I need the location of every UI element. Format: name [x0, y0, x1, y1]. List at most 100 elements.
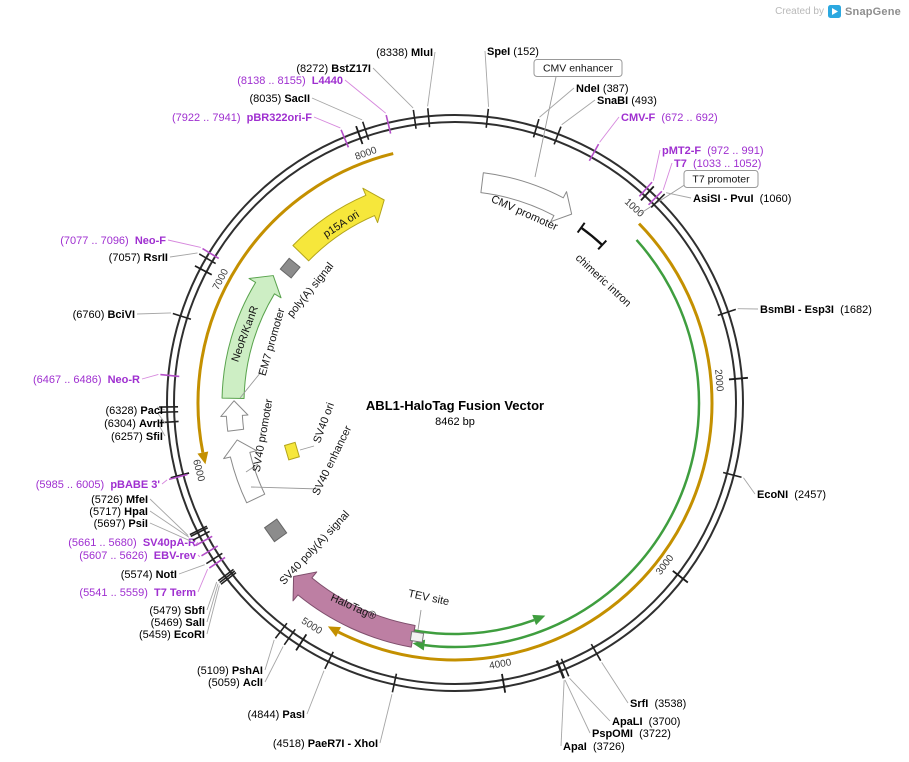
site-label-srfi: SrfI (3538) [630, 698, 686, 710]
site-tick-paer7i-xhoi [391, 673, 398, 693]
halotag-arrow [292, 571, 416, 648]
right-orange-arc-arrowhead [327, 626, 341, 637]
position-tick [194, 265, 213, 276]
site-callout-mlui [427, 51, 436, 107]
site-tick-avrii [159, 410, 179, 414]
chimeric-intron-endcap [597, 239, 608, 251]
site-tick-econi [722, 471, 742, 479]
site-tick-spei [485, 108, 490, 128]
site-callout-apali [569, 677, 611, 722]
neor-kanr-arrow [221, 275, 282, 400]
primer-tick-neo-f [202, 247, 220, 260]
position-tick [728, 376, 748, 381]
primer-tick-neo-r [160, 373, 180, 378]
site-label-mfei: (5726) MfeI [91, 494, 148, 506]
site-tick-sfii [159, 420, 179, 424]
site-callout-ndei [539, 87, 575, 118]
sv40-promoter-pointer [245, 463, 259, 473]
site-tick-sacii [361, 121, 370, 141]
site-tick-asisi-pvui [650, 193, 666, 209]
site-callout-mfei [149, 498, 189, 536]
site-tick-bstz17i [412, 109, 417, 129]
site-tick-sali [219, 570, 236, 584]
t7-promoter-box [683, 170, 759, 188]
site-callout-sfii [157, 422, 166, 437]
polya-signal-box [279, 257, 301, 279]
site-callout-snabi [561, 99, 596, 126]
site-label-pasi: (4844) PasI [248, 709, 306, 721]
site-callout-pspomi [564, 679, 591, 734]
site-label-asisi-pvui: AsiSI - PvuI (1060) [693, 193, 791, 205]
chimeric-intron-line [580, 226, 604, 246]
right-orange-arc [337, 222, 714, 662]
position-tick [640, 185, 655, 201]
primer-tick-t7 [647, 190, 663, 206]
credit-brand: SnapGene [844, 5, 901, 18]
site-callout-psii [149, 522, 192, 542]
site-label-apali: ApaLI (3700) [612, 716, 680, 728]
primer-label-ebv-rev: (5607 .. 5626) EBV-rev [79, 550, 197, 562]
position-tick-label: 3000 [654, 553, 677, 578]
position-tick [355, 125, 364, 145]
position-tick [501, 673, 507, 693]
site-tick-psii [192, 530, 210, 541]
site-tick-ndei [532, 118, 540, 138]
primer-label-neo-f: (7077 .. 7096) Neo-F [60, 235, 166, 247]
em7-pointer [239, 371, 262, 399]
tev-site-box [409, 630, 425, 643]
site-label-spei: SpeI (152) [487, 46, 539, 58]
site-callout-sbfi [206, 581, 218, 611]
left-orange-arc [196, 152, 394, 453]
site-callout-bstz17i [372, 67, 414, 109]
snapgene-logo-icon [827, 5, 841, 18]
site-label-acli: (5059) AclI [208, 677, 263, 689]
t7-promoter-label: T7 promoter [692, 174, 750, 186]
position-tick-label: 5000 [299, 616, 324, 638]
primer-callout-pbr322ori-f [313, 116, 341, 129]
site-callout-asisi-pvui [665, 192, 692, 199]
site-callout-acli [264, 646, 284, 683]
primer-callout-neo-r [141, 373, 159, 380]
site-tick-bsmbi-esp3i [717, 308, 737, 317]
sv40-polya-box [263, 518, 288, 543]
primer-label-pbr322ori-f: (7922 .. 7941) pBR322ori-F [172, 112, 312, 124]
sv40-promoter-label: SV40 promoter [251, 398, 276, 473]
primer-label-l4440: (8138 .. 8155) L4440 [237, 75, 343, 87]
left-orange-arc-arrowhead [197, 451, 209, 465]
site-tick-bcivi [172, 312, 192, 321]
site-label-sfii: (6257) SfiI [111, 431, 163, 443]
site-callout-bcivi [136, 312, 171, 315]
sv40-ori-pointer [299, 445, 315, 451]
site-callout-srfi [601, 662, 629, 704]
cmv-promoter-arrow [480, 172, 573, 223]
site-callout-rsrii [169, 252, 198, 258]
site-label-sali: (5469) SalI [151, 617, 205, 629]
site-label-sacii: (8035) SacII [249, 93, 310, 105]
site-callout-spei [484, 50, 490, 107]
primer-callout-neo-f [167, 239, 201, 248]
site-tick-pshai [274, 622, 288, 639]
site-label-paci: (6328) PacI [106, 405, 164, 417]
site-tick-pspomi [556, 660, 565, 679]
site-label-bcivi: (6760) BciVI [73, 309, 135, 321]
primer-tick-sv40pa-r [195, 535, 213, 547]
sv40-enhancer-pointer [250, 486, 321, 490]
site-label-psii: (5697) PsiI [94, 518, 148, 530]
created-by-credit: Created by SnapGene [775, 5, 901, 18]
em7-promoter-arrow [220, 400, 249, 432]
t7-promoter-line [640, 183, 687, 214]
site-callout-pshai [264, 639, 275, 671]
site-callout-paci [156, 406, 166, 411]
site-label-hpai: (5717) HpaI [89, 506, 148, 518]
position-tick [672, 570, 689, 584]
primer-label-pbabe-3: (5985 .. 6005) pBABE 3' [36, 479, 161, 491]
site-label-econi: EcoNI (2457) [757, 489, 826, 501]
site-tick-mlui [426, 108, 431, 128]
primer-callout-pmt2-f [652, 149, 661, 181]
chimeric-intron-endcap [576, 222, 586, 234]
credit-prefix: Created by [775, 6, 824, 17]
long-green-arc [424, 239, 701, 649]
position-tick-label: 1000 [622, 197, 646, 220]
primer-tick-pbabe-3 [168, 473, 188, 481]
position-tick-label: 4000 [488, 657, 512, 672]
